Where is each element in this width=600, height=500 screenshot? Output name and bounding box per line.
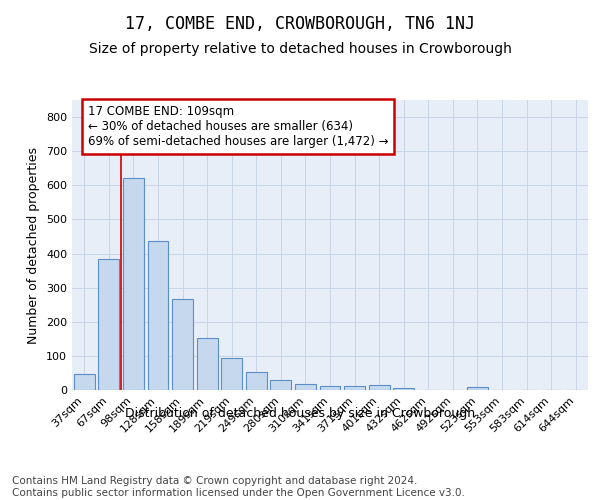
Bar: [148, 240, 169, 390]
Bar: [74, 374, 95, 390]
Bar: [172, 298, 193, 390]
Bar: [344, 386, 365, 390]
Bar: [295, 384, 316, 390]
Bar: [320, 386, 340, 390]
Bar: [271, 380, 292, 390]
Y-axis label: Number of detached properties: Number of detached properties: [28, 146, 40, 344]
Text: 17, COMBE END, CROWBOROUGH, TN6 1NJ: 17, COMBE END, CROWBOROUGH, TN6 1NJ: [125, 15, 475, 33]
Text: 17 COMBE END: 109sqm
← 30% of detached houses are smaller (634)
69% of semi-deta: 17 COMBE END: 109sqm ← 30% of detached h…: [88, 105, 388, 148]
Bar: [467, 388, 488, 390]
Bar: [221, 358, 242, 390]
Text: Distribution of detached houses by size in Crowborough: Distribution of detached houses by size …: [125, 408, 475, 420]
Bar: [197, 338, 218, 390]
Bar: [246, 372, 267, 390]
Bar: [368, 385, 389, 390]
Text: Size of property relative to detached houses in Crowborough: Size of property relative to detached ho…: [89, 42, 511, 56]
Bar: [98, 258, 119, 390]
Bar: [393, 388, 414, 390]
Bar: [123, 178, 144, 390]
Text: Contains HM Land Registry data © Crown copyright and database right 2024.
Contai: Contains HM Land Registry data © Crown c…: [12, 476, 465, 498]
